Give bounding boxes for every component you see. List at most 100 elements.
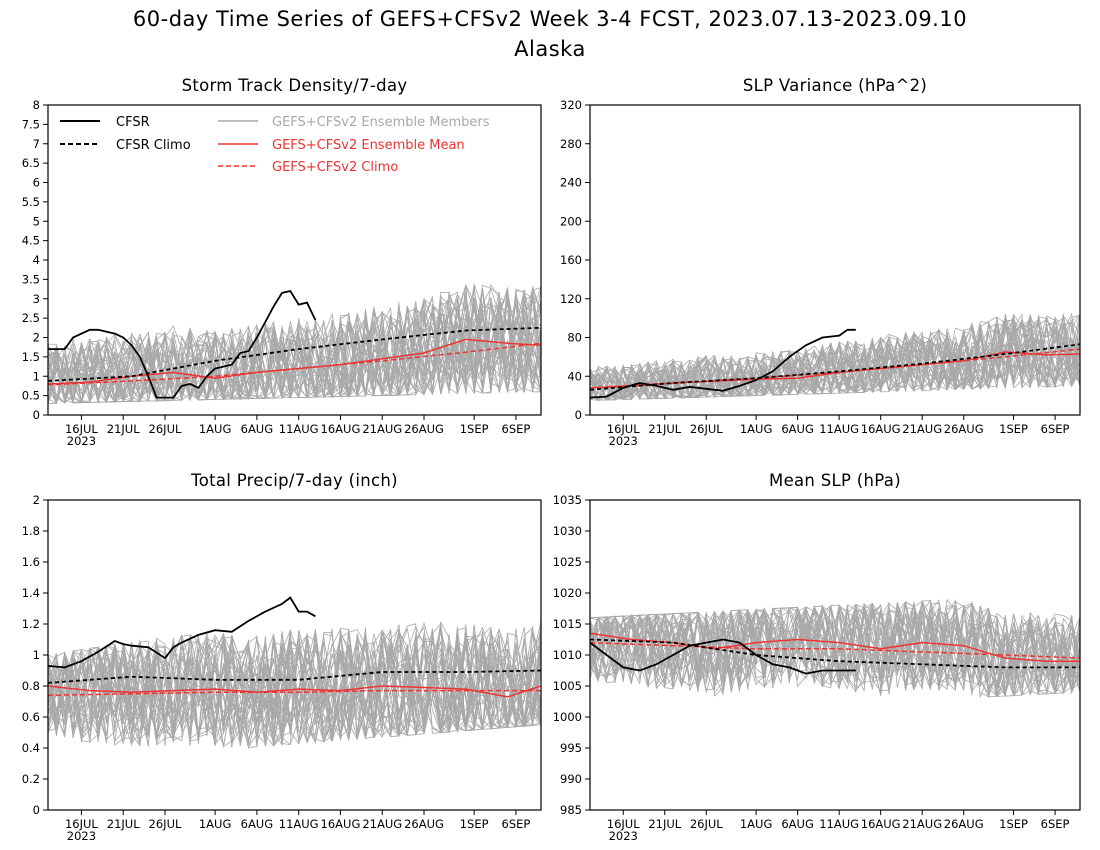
mean-slp-xtick-year: 2023 bbox=[609, 829, 638, 843]
total-precip-ytick-label: 0 bbox=[33, 803, 40, 817]
slp-variance-xtick-label: 26JUL bbox=[690, 422, 723, 436]
storm-track-ytick-label: 6.5 bbox=[22, 156, 40, 170]
total-precip-xtick-year: 2023 bbox=[67, 829, 96, 843]
storm-track-xtick-label: 16AUG bbox=[321, 422, 361, 436]
storm-track-series-cfsr-climo bbox=[47, 326, 542, 382]
slp-variance-ytick-label: 280 bbox=[560, 137, 582, 151]
mean-slp-ytick-label: 995 bbox=[560, 741, 582, 755]
mean-slp-xtick-label: 16AUG bbox=[861, 817, 901, 831]
slp-variance-panel: SLP Variance (hPa^2) 0 40 80 120 160 200 240 280… bbox=[560, 76, 1081, 448]
storm-track-member-line bbox=[47, 287, 542, 404]
legend-label-cfsr-climo: CFSR Climo bbox=[116, 138, 191, 153]
legend-label-ens-mean: GEFS+CFSv2 Ensemble Mean bbox=[272, 138, 465, 153]
storm-track-ytick-label: 1 bbox=[33, 369, 40, 383]
storm-track-ytick-label: 0 bbox=[33, 408, 40, 422]
slp-variance-member-line bbox=[589, 325, 1081, 401]
total-precip-member-line bbox=[47, 624, 542, 739]
storm-track-member-line bbox=[47, 283, 542, 404]
mean-slp-xtick-label: 26JUL bbox=[690, 817, 723, 831]
slp-variance-xtick-label: 6AUG bbox=[781, 422, 814, 436]
figure-title: 60-day Time Series of GEFS+CFSv2 Week 3-… bbox=[133, 7, 967, 31]
total-precip-title: Total Precip/7-day (inch) bbox=[190, 471, 398, 490]
mean-slp-member-line bbox=[589, 608, 1081, 696]
storm-track-xtick-year: 2023 bbox=[67, 434, 96, 448]
slp-variance-ytick-label: 200 bbox=[560, 214, 582, 228]
storm-track-ytick-label: 4 bbox=[33, 253, 40, 267]
slp-variance-xtick-year: 2023 bbox=[609, 434, 638, 448]
storm-track-ytick-label: 3 bbox=[33, 292, 40, 306]
total-precip-ytick-label: 0.8 bbox=[22, 679, 40, 693]
mean-slp-member-line bbox=[589, 600, 1081, 696]
total-precip-xtick-label: 6SEP bbox=[502, 817, 531, 831]
legend: CFSR CFSR Climo GEFS+CFSv2 Ensemble Memb… bbox=[60, 115, 490, 175]
total-precip-ytick-label: 0.6 bbox=[22, 710, 40, 724]
slp-variance-xtick-label: 1SEP bbox=[999, 422, 1028, 436]
total-precip-ytick-label: 1 bbox=[33, 648, 40, 662]
mean-slp-xtick-label: 11AUG bbox=[819, 817, 859, 831]
mean-slp-series-cfsr bbox=[589, 638, 856, 675]
total-precip-ytick-label: 0.2 bbox=[22, 772, 40, 786]
total-precip-ensemble-members bbox=[47, 618, 542, 750]
mean-slp-series-cfsr-climo bbox=[589, 638, 1080, 669]
storm-track-xtick-label: 11AUG bbox=[279, 422, 319, 436]
slp-variance-title: SLP Variance (hPa^2) bbox=[743, 76, 927, 95]
storm-track-xtick-label: 16JUL bbox=[65, 422, 98, 436]
storm-track-ytick-label: 3.5 bbox=[22, 272, 40, 286]
mean-slp-ytick-label: 1005 bbox=[553, 679, 582, 693]
slp-variance-ytick-label: 120 bbox=[560, 292, 582, 306]
mean-slp-ytick-label: 1035 bbox=[553, 493, 582, 507]
slp-variance-member-line bbox=[589, 317, 1081, 401]
total-precip-ytick-label: 1.2 bbox=[22, 617, 40, 631]
storm-track-member-line bbox=[47, 287, 542, 404]
slp-variance-xtick-label: 6SEP bbox=[1041, 422, 1070, 436]
slp-variance-xtick-label: 21AUG bbox=[902, 422, 942, 436]
mean-slp-xtick-label: 6SEP bbox=[1041, 817, 1070, 831]
slp-variance-series-cfsr-climo bbox=[589, 343, 1081, 391]
mean-slp-series-gefs-cfsv2-ensemble-mean bbox=[589, 632, 1080, 662]
slp-variance-xtick-label: 26AUG bbox=[944, 422, 984, 436]
slp-variance-ytick-label: 0 bbox=[575, 408, 582, 422]
slp-variance-member-line bbox=[589, 316, 1081, 401]
slp-variance-xtick-label: 16AUG bbox=[861, 422, 901, 436]
total-precip-xtick-label: 16AUG bbox=[321, 817, 361, 831]
mean-slp-xtick-label: 1AUG bbox=[740, 817, 773, 831]
storm-track-xtick-label: 6SEP bbox=[502, 422, 531, 436]
slp-variance-member-line bbox=[589, 318, 1081, 401]
total-precip-ytick-label: 2 bbox=[33, 493, 40, 507]
mean-slp-xtick-label: 21AUG bbox=[902, 817, 942, 831]
mean-slp-ytick-label: 1030 bbox=[553, 524, 582, 538]
storm-track-title: Storm Track Density/7-day bbox=[182, 76, 408, 95]
storm-track-xtick-label: 21JUL bbox=[107, 422, 140, 436]
storm-track-series-cfsr bbox=[48, 289, 317, 399]
legend-label-members: GEFS+CFSv2 Ensemble Members bbox=[272, 115, 490, 130]
mean-slp-title: Mean SLP (hPa) bbox=[769, 471, 901, 490]
storm-track-panel: Storm Track Density/7-day 0 0.5 1 1.5 2 2.5 3 3.… bbox=[22, 76, 542, 448]
mean-slp-xtick-label: 6AUG bbox=[781, 817, 814, 831]
total-precip-xtick-label: 1SEP bbox=[460, 817, 489, 831]
mean-slp-ytick-label: 1000 bbox=[553, 710, 582, 724]
mean-slp-xtick-label: 26AUG bbox=[944, 817, 984, 831]
mean-slp-ensemble-members bbox=[589, 598, 1081, 699]
mean-slp-ytick-label: 1010 bbox=[553, 648, 582, 662]
slp-variance-ytick-label: 160 bbox=[560, 253, 582, 267]
total-precip-series-gefs-cfsv2-climo bbox=[47, 689, 541, 697]
mean-slp-member-line bbox=[589, 603, 1081, 693]
total-precip-ytick-label: 0.4 bbox=[22, 741, 40, 755]
storm-track-xtick-label: 1SEP bbox=[460, 422, 489, 436]
total-precip-member-line bbox=[47, 623, 542, 743]
storm-track-xtick-label: 21AUG bbox=[362, 422, 402, 436]
storm-track-ytick-label: 8 bbox=[33, 98, 40, 112]
slp-variance-ytick-label: 80 bbox=[567, 331, 582, 345]
total-precip-member-line bbox=[47, 629, 542, 746]
mean-slp-ytick-label: 990 bbox=[560, 772, 582, 786]
total-precip-xtick-label: 26JUL bbox=[149, 817, 182, 831]
total-precip-member-line bbox=[47, 628, 542, 743]
slp-variance-ytick-label: 240 bbox=[560, 176, 582, 190]
mean-slp-ytick-label: 985 bbox=[560, 803, 582, 817]
mean-slp-xtick-label: 21JUL bbox=[648, 817, 681, 831]
slp-variance-series-cfsr bbox=[589, 328, 856, 399]
storm-track-series-gefs-cfsv2-ensemble-mean bbox=[47, 338, 542, 385]
slp-variance-series-gefs-cfsv2-ensemble-mean bbox=[589, 351, 1081, 389]
mean-slp-series-gefs-cfsv2-climo bbox=[589, 641, 1081, 659]
